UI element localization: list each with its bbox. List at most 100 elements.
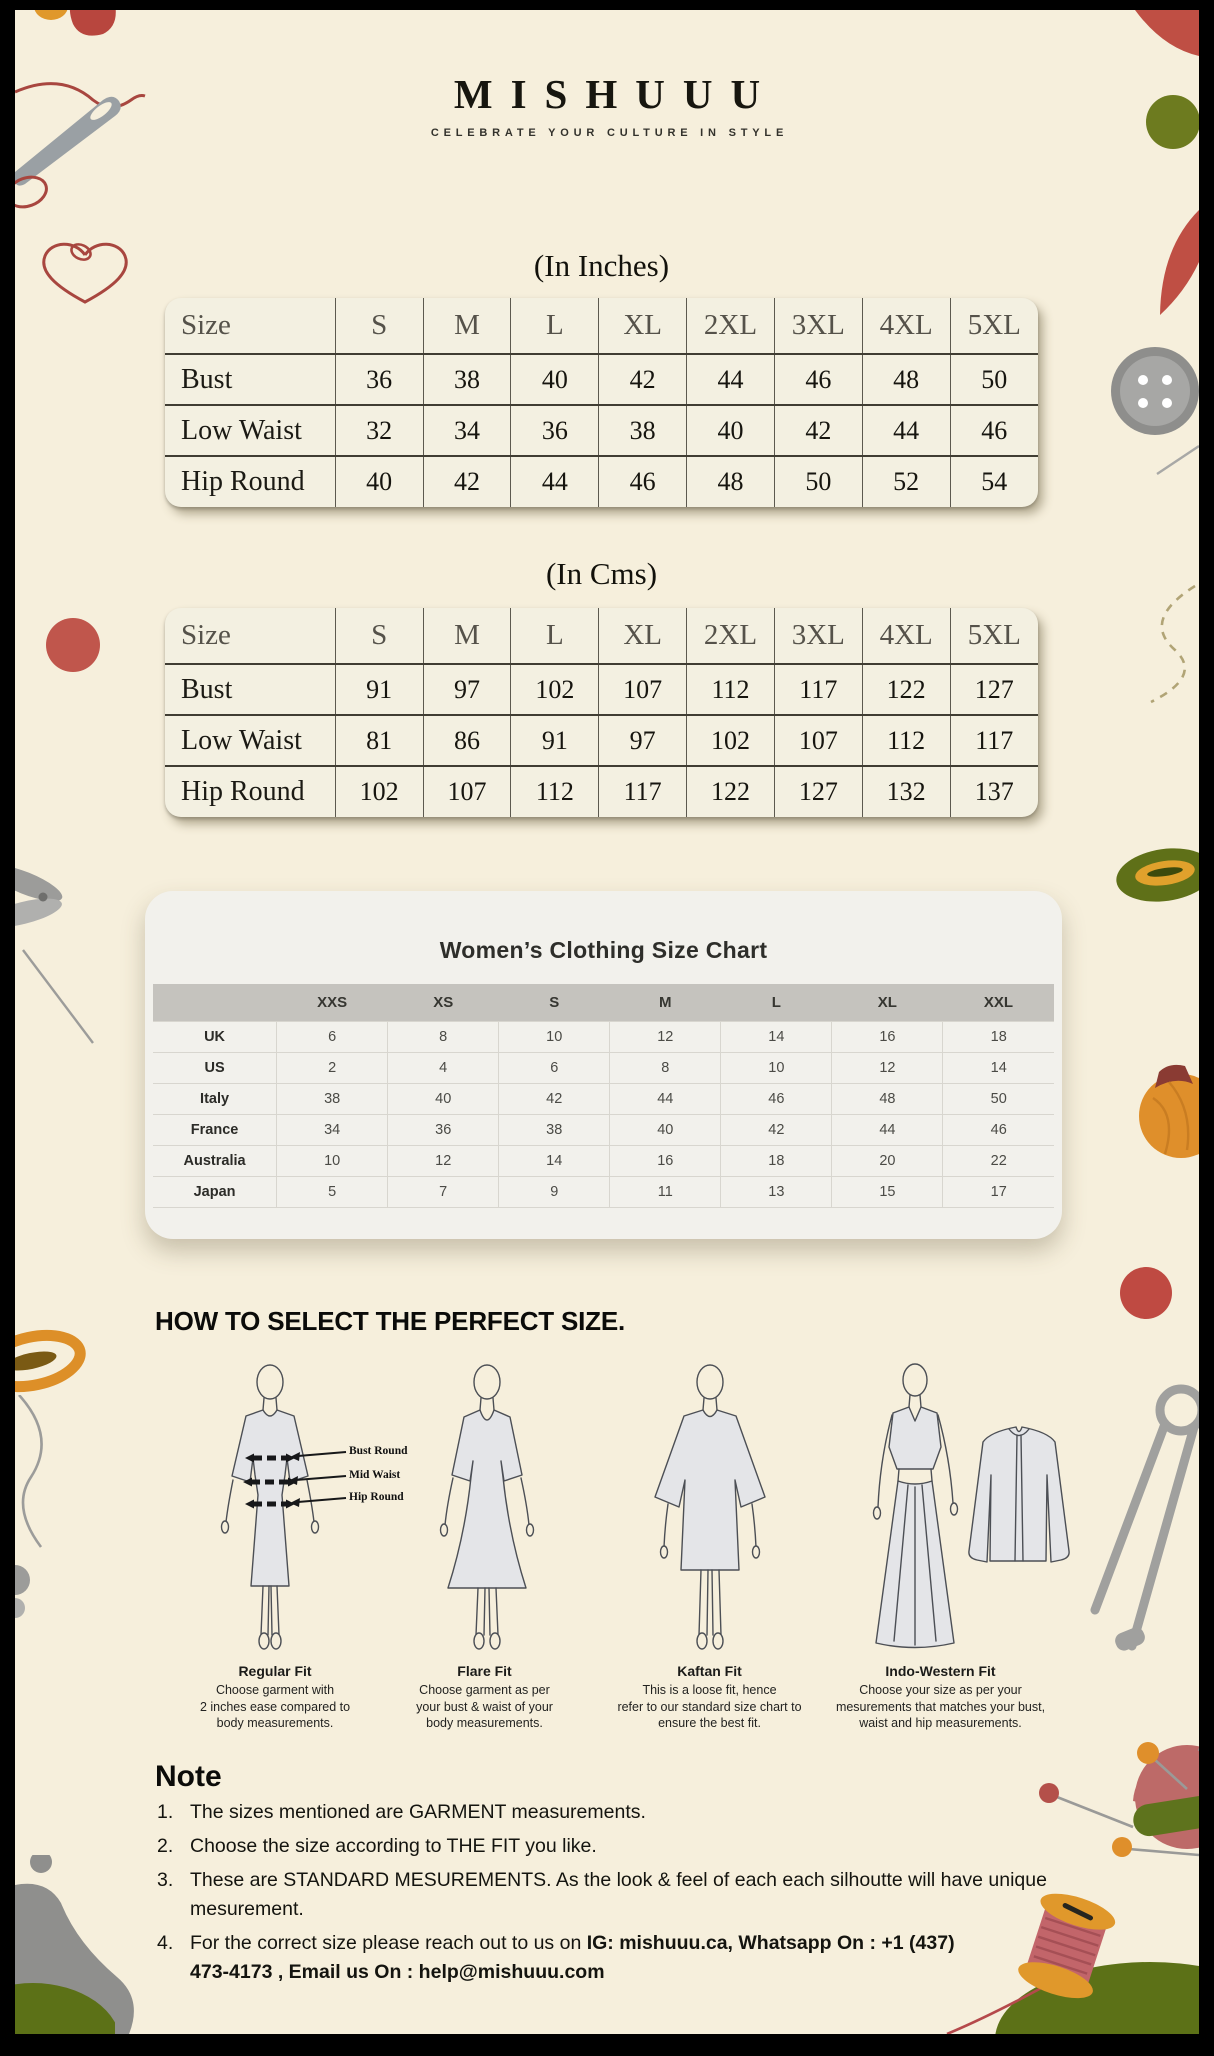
- value-cell: 20: [831, 1144, 943, 1176]
- header-row: Size S M L XL 2XL 3XL 4XL 5XL: [165, 298, 1038, 354]
- value-cell: 122: [686, 765, 775, 817]
- fit-name: Flare Fit: [457, 1663, 512, 1679]
- value-cell: 34: [422, 404, 511, 456]
- value-cell: 2XL: [686, 608, 775, 664]
- kaftan-fit-caption: Kaftan Fit This is a loose fit, hence re…: [587, 1663, 832, 1732]
- thread-heart-icon: [42, 242, 128, 304]
- cms-table-title: (In Cms): [545, 556, 658, 591]
- value-cell: 38: [422, 353, 511, 405]
- value-cell: 16: [609, 1144, 721, 1176]
- value-cell: 97: [422, 663, 511, 715]
- value-cell: M: [422, 298, 511, 354]
- value-cell: 42: [598, 353, 687, 405]
- fit-name: Kaftan Fit: [677, 1663, 742, 1679]
- value-cell: 15: [831, 1175, 943, 1208]
- value-cell: 107: [598, 663, 687, 715]
- value-cell: 42: [422, 455, 511, 507]
- value-cell: 36: [387, 1113, 499, 1145]
- value-cell: 8: [609, 1051, 721, 1083]
- data-row: Hip Round 102 107 112 117 122 127 132 137: [165, 765, 1038, 817]
- brand-header: MISHUUU CELEBRATE YOUR CULTURE IN STYLE: [15, 70, 1199, 139]
- inches-table-title: (In Inches): [533, 248, 670, 283]
- fit-desc: This is a loose fit, hence refer to our …: [617, 1683, 802, 1730]
- inches-table-card: Size S M L XL 2XL 3XL 4XL 5XL Bust 36 38 40 42 44 46 48 5…: [165, 298, 1038, 507]
- hoop-left-icon: [15, 1329, 86, 1393]
- value-cell: 12: [387, 1144, 499, 1176]
- value-cell: S: [549, 993, 560, 1011]
- top-left-blobs-icon: [34, 10, 116, 36]
- value-cell: 36: [510, 404, 599, 456]
- value-cell: 6: [276, 1020, 388, 1052]
- value-cell: 22: [942, 1144, 1054, 1176]
- value-cell: 48: [686, 455, 775, 507]
- fit-desc: Choose your size as per your mesurements…: [835, 1683, 1046, 1730]
- data-row: Australia 10 12 14 16 18 20 22: [153, 1144, 1054, 1176]
- value-cell: 14: [720, 1020, 832, 1052]
- kaftan-fit-illustration: [654, 1364, 766, 1650]
- note-list: The sizes mentioned are GARMENT measurem…: [155, 1798, 1120, 1992]
- value-cell: 12: [831, 1051, 943, 1083]
- value-cell: 17: [942, 1175, 1054, 1208]
- scissors-icon: [15, 864, 94, 1044]
- value-cell: 46: [720, 1082, 832, 1114]
- indo-western-fit-caption: Indo-Western Fit Choose your size as per…: [803, 1663, 1078, 1732]
- value-cell: 97: [598, 714, 687, 766]
- value-cell: 112: [510, 765, 599, 817]
- value-cell: 4XL: [861, 608, 951, 664]
- value-cell: 10: [720, 1051, 832, 1083]
- value-cell: 52: [861, 455, 951, 507]
- value-cell: 2: [276, 1051, 388, 1083]
- bust-round-label: Bust Round: [349, 1445, 408, 1457]
- data-row: Low Waist 32 34 36 38 40 42 44 46: [165, 404, 1038, 456]
- wire-curl-icon: [15, 1395, 43, 1618]
- women-chart-title: Women’s Clothing Size Chart: [439, 937, 768, 963]
- value-cell: 44: [831, 1113, 943, 1145]
- value-cell: 86: [422, 714, 511, 766]
- row-label-cell: Hip Round: [165, 455, 336, 507]
- value-cell: 3XL: [773, 608, 863, 664]
- row-label-cell: Size: [181, 619, 231, 651]
- value-cell: 7: [387, 1175, 499, 1208]
- value-cell: 11: [609, 1175, 721, 1208]
- value-cell: M: [422, 608, 511, 664]
- value-cell: 107: [773, 714, 863, 766]
- value-cell: 127: [773, 765, 863, 817]
- fit-guide-heading: HOW TO SELECT THE PERFECT SIZE.: [155, 1306, 626, 1336]
- value-cell: S: [334, 608, 424, 664]
- data-row: UK 6 8 10 12 14 16 18: [153, 1020, 1054, 1052]
- value-cell: 10: [276, 1144, 388, 1176]
- note-item-text: The sizes mentioned are GARMENT measurem…: [190, 1801, 646, 1823]
- value-cell: 32: [334, 404, 424, 456]
- tomato-cushion-icon: [1139, 1064, 1199, 1158]
- row-label-cell: [153, 984, 277, 1021]
- data-row: Japan 5 7 9 11 13 15 17: [153, 1175, 1054, 1208]
- header-row: Size S M L XL 2XL 3XL 4XL 5XL: [165, 608, 1038, 664]
- value-cell: XXS: [317, 993, 348, 1011]
- stitch-dashes-icon: [1150, 584, 1196, 704]
- fit-desc: Choose garment with 2 inches ease compar…: [199, 1683, 351, 1730]
- value-cell: 48: [861, 353, 951, 405]
- value-cell: 14: [942, 1051, 1054, 1083]
- button-icon: [1111, 347, 1199, 435]
- data-row: Italy 38 40 42 44 46 48 50: [153, 1082, 1054, 1114]
- value-cell: S: [334, 298, 424, 354]
- value-cell: 16: [831, 1020, 943, 1052]
- data-row: Hip Round 40 42 44 46 48 50 52 54: [165, 455, 1038, 507]
- data-row: Bust 91 97 102 107 112 117 122 127: [165, 663, 1038, 715]
- value-cell: 46: [949, 404, 1038, 456]
- row-label-cell: France: [153, 1113, 277, 1145]
- pin-line-icon: [1156, 445, 1199, 475]
- fit-name: Indo-Western Fit: [885, 1663, 996, 1679]
- value-cell: 102: [334, 765, 424, 817]
- hip-round-label: Hip Round: [349, 1491, 404, 1503]
- value-cell: 40: [510, 353, 599, 405]
- value-cell: 5: [276, 1175, 388, 1208]
- value-cell: 50: [942, 1082, 1054, 1114]
- value-cell: 40: [609, 1113, 721, 1145]
- value-cell: 117: [773, 663, 863, 715]
- value-cell: 44: [861, 404, 951, 456]
- data-row: Bust 36 38 40 42 44 46 48 50: [165, 353, 1038, 405]
- value-cell: 5XL: [949, 298, 1038, 354]
- value-cell: 112: [861, 714, 951, 766]
- row-label-cell: Japan: [153, 1175, 277, 1208]
